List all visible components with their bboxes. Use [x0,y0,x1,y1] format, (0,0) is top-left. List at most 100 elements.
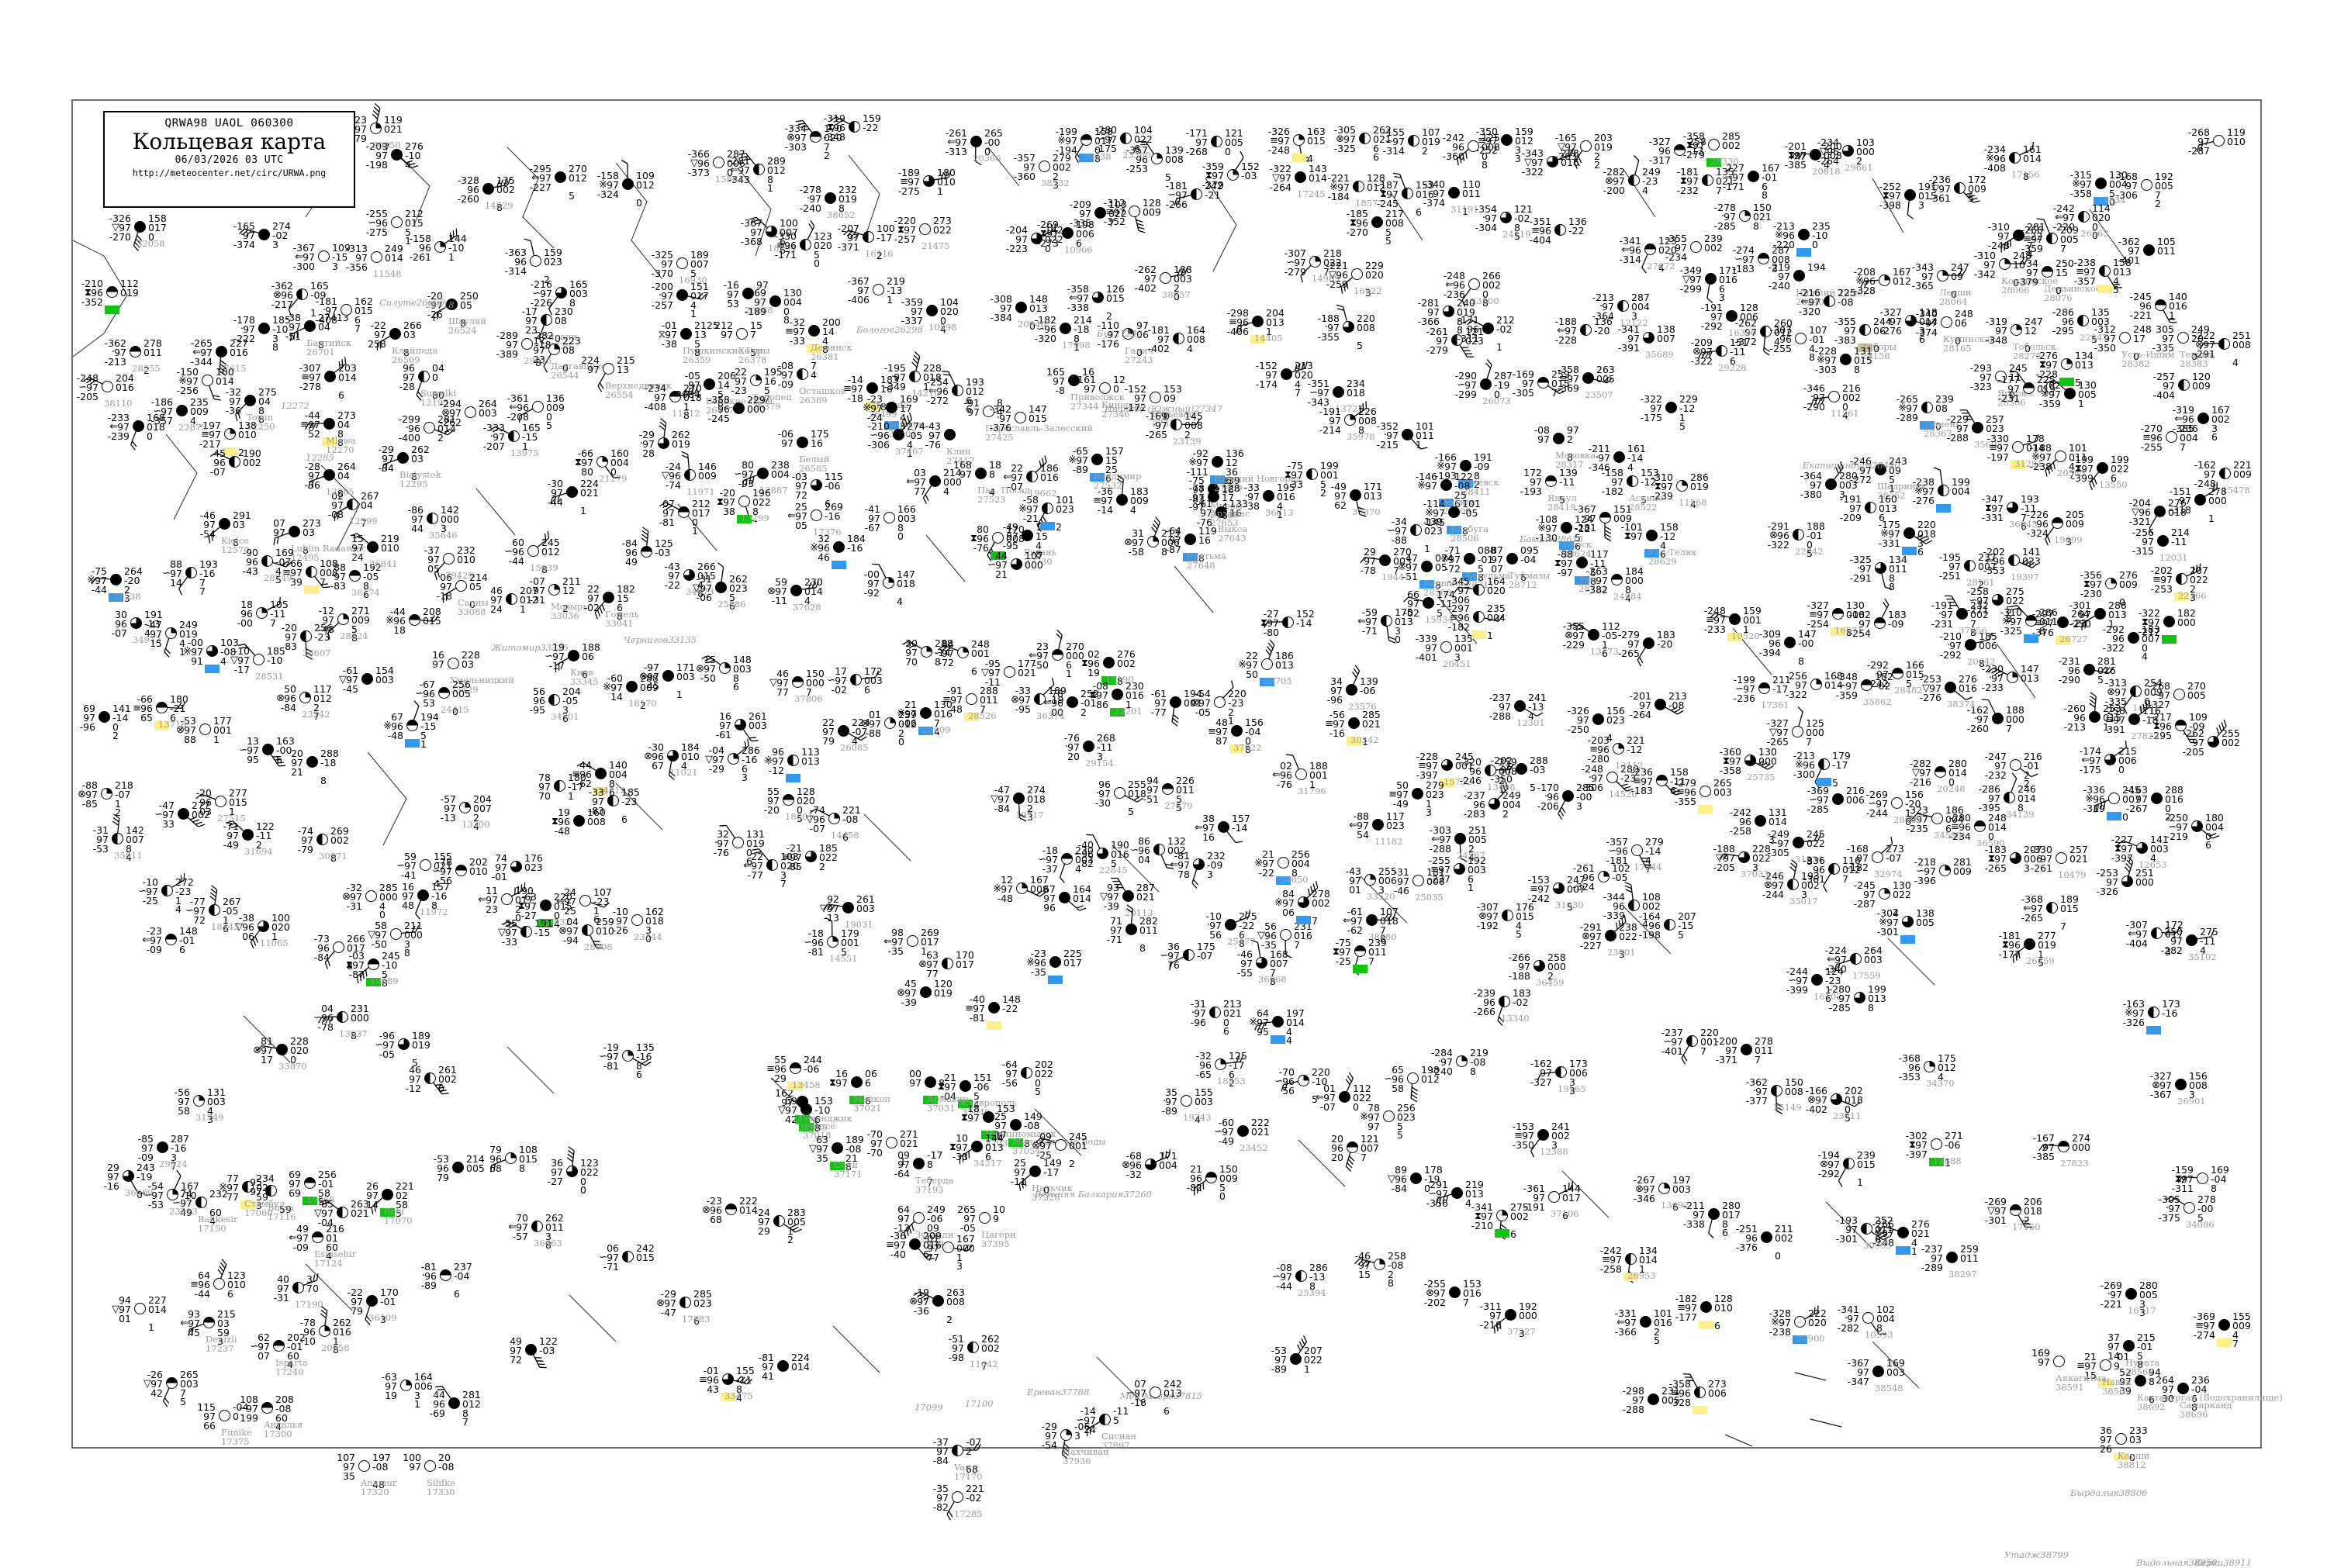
station-name-label: 10593 [1865,1331,1893,1340]
present-weather-symbol: · [1065,742,1068,752]
cloud-cover-circle [2089,711,2101,723]
cloud-height-value: 3 [1769,835,1775,845]
cloud-cover-circle [1872,1366,1884,1377]
weather-highlight-chip [1353,965,1368,973]
station-name-label: 24984 [1613,592,1642,602]
pressure-tendency-value: 014 [1073,894,1091,904]
cloud-cover-circle [766,859,778,871]
cloud-cover-circle [1460,460,1471,471]
dewpoint-value: 79 [822,737,835,747]
cloud-cover-circle [2010,1204,2021,1216]
low-cloud-value: 4 [1642,186,1648,196]
cloud-cover-circle [1931,813,1943,824]
cloud-cover-circle [733,402,745,414]
present-weather-symbol: ▽ [693,583,700,593]
dewpoint-value: -50 [700,674,716,684]
cloud-cover-circle [1351,268,1363,280]
dewpoint-value: -347 [1848,1377,1869,1387]
pressure-tendency-value: 013 [1029,304,1048,314]
present-weather-symbol: ≡ [1325,719,1333,729]
dewpoint-value: -348 [1986,336,2007,346]
dewpoint-value: -346 [1634,1194,1655,1204]
cloud-cover-circle [1212,456,1223,468]
cloud-height-value: 6 [2205,841,2211,851]
dewpoint-value: -09 [147,945,162,955]
pressure-tendency-value: 012 [1421,1075,1440,1085]
dewpoint-value: -213 [105,357,126,368]
station-name-label: 26953 [1627,1272,1656,1281]
cloud-cover-circle [676,289,688,301]
dewpoint-value: -371 [1716,1055,1737,1065]
pressure-tendency-value: -06 [1360,686,1375,696]
station-name-label: 36109 [368,1314,397,1323]
cloud-cover-circle [1374,1259,1385,1270]
present-weather-symbol: ▽ [1524,157,1532,168]
pressure-tendency-value: -03 [1241,171,1257,181]
dewpoint-value: -376 [990,423,1011,433]
cloud-cover-circle [595,768,607,779]
dewpoint-value: -229 [1563,641,1585,651]
cloud-cover-circle [106,286,118,298]
dewpoint-value: -245 [708,414,730,424]
cloud-cover-circle [920,707,932,719]
present-weather-symbol: · [1384,430,1387,440]
cloud-cover-circle [424,1460,436,1472]
cloud-height-value: 4 [175,905,182,915]
weather-highlight-chip [304,585,319,594]
cloud-cover-circle [1094,207,1106,219]
present-weather-symbol: ∽ [1076,1415,1084,1425]
dewpoint-value: -205 [77,392,99,402]
dewpoint-value: -376 [1736,1243,1758,1253]
dewpoint-value: -306 [2116,191,2138,201]
pressure-tendency-value: 009 [2233,470,2252,480]
dewpoint-value: -408 [1984,164,2006,174]
present-weather-symbol: ⧗ [2002,940,2009,950]
present-weather-symbol: ▽ [112,1304,119,1314]
cloud-cover-circle [1872,851,1883,863]
cloud-cover-circle [975,468,987,479]
dewpoint-value: -97 [1189,503,1205,513]
low-cloud-value: 1 [213,735,220,745]
cloud-cover-circle [440,1269,451,1281]
pressure-tendency-value: 8 [989,470,995,480]
present-weather-symbol: ∽ [415,689,424,699]
cloud-height-value: 5 [569,192,575,202]
dewpoint-value: -207 [483,442,505,452]
station-name-label: 30371 [319,852,347,862]
cloud-cover-circle [1798,229,1810,240]
cloud-cover-circle [2046,233,2058,244]
present-weather-symbol: ∽ [154,810,163,820]
cloud-cover-circle [1548,1191,1560,1203]
cloud-cover-circle [532,401,544,413]
dewpoint-value: 58 [1392,1084,1404,1094]
present-weather-symbol: ∽ [1868,799,1876,809]
station-name-label: 19743 [1183,1114,1212,1123]
cloud-cover-circle [424,1072,436,1084]
cloud-cover-circle [427,513,438,524]
dewpoint-value: -76 [714,848,729,858]
low-cloud-value: 1 [937,187,943,197]
cloud-cover-circle [1353,181,1364,192]
present-weather-symbol: ≡ [2152,575,2161,585]
present-weather-symbol: ⇐ [1621,245,1630,255]
cloud-cover-circle [2154,506,2166,517]
pressure-tendency-value: 005 [1596,375,1615,385]
dewpoint-value: -292 [1940,651,1962,661]
cloud-cover-circle [391,216,403,228]
dewpoint-value: -305 [1768,848,1789,858]
present-weather-symbol: ≡ [1602,1255,1610,1265]
station-name-label: 24119 [1502,230,1531,240]
cloud-cover-circle [265,1185,277,1197]
weather-highlight-chip [987,1021,1001,1030]
present-weather-symbol: ⇐ [295,252,303,262]
dewpoint-value: -236 [1734,694,1755,704]
present-weather-symbol: ※ [2041,389,2049,399]
present-weather-symbol: ※ [383,721,392,731]
present-weather-symbol: · [1596,453,1599,463]
dewpoint-value: -291 [2194,350,2215,360]
cloud-cover-circle [193,1095,205,1107]
cloud-height-value: 2 [2155,199,2161,209]
